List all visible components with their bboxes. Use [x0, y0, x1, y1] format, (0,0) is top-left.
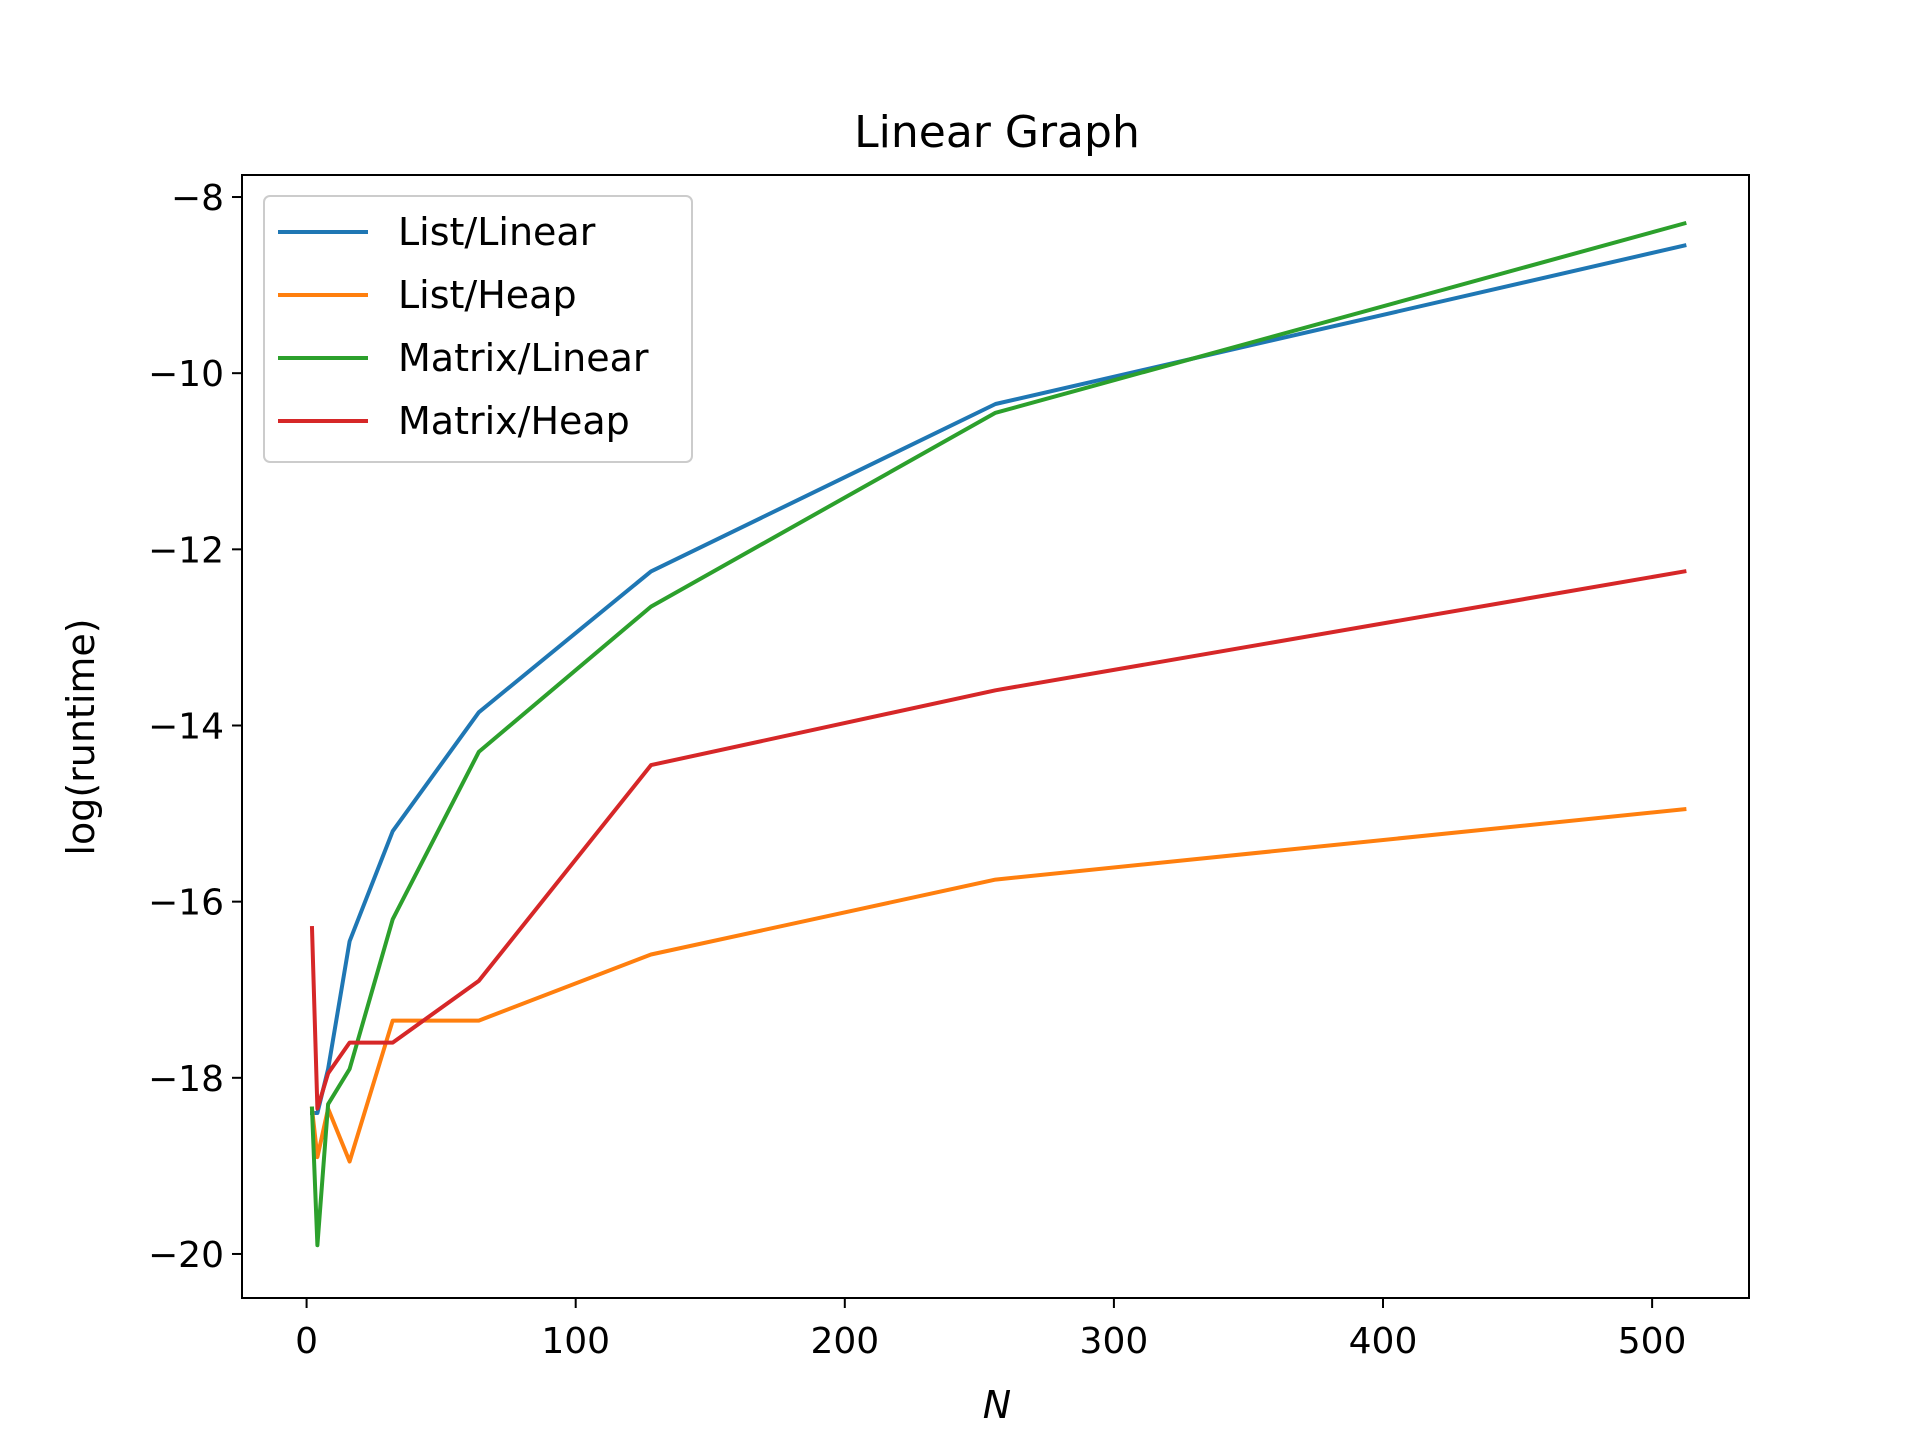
legend-frame [263, 195, 693, 463]
x-axis-ticks: 0 100 200 300 400 500 [295, 1298, 1686, 1362]
y-tick-label: −18 [148, 1059, 224, 1100]
x-tick-label: 500 [1618, 1321, 1687, 1362]
x-tick-label: 400 [1349, 1321, 1418, 1362]
legend-label-matrix-heap: Matrix/Heap [398, 399, 630, 443]
x-axis-label: N [983, 1383, 1011, 1427]
y-axis-ticks: −20 −18 −16 −14 −12 −10 −8 [148, 178, 242, 1276]
y-axis-label: log(runtime) [59, 618, 103, 855]
x-tick-label: 100 [541, 1321, 610, 1362]
x-tick-label: 300 [1080, 1321, 1149, 1362]
x-tick-label: 0 [295, 1321, 318, 1362]
y-tick-label: −16 [148, 883, 224, 924]
plot-lines [309, 220, 1687, 1248]
y-tick-label: −10 [148, 354, 224, 395]
plot-frame [241, 174, 1750, 1299]
y-tick-label: −8 [171, 178, 224, 219]
legend-label-list-heap: List/Heap [398, 273, 577, 317]
series-line-matrix-heap [309, 569, 1687, 1111]
series-line-matrix-linear [309, 220, 1687, 1248]
legend: List/Linear List/Heap Matrix/Linear Matrix/… [263, 195, 693, 463]
legend-label-list-linear: List/Linear [398, 210, 596, 254]
legend-label-matrix-linear: Matrix/Linear [398, 336, 649, 380]
y-tick-label: −20 [148, 1235, 224, 1276]
chart-title: Linear Graph [854, 107, 1140, 158]
y-tick-label: −12 [148, 530, 224, 571]
series-line-list-heap [309, 807, 1687, 1164]
y-tick-label: −14 [148, 706, 224, 747]
x-tick-label: 200 [810, 1321, 879, 1362]
